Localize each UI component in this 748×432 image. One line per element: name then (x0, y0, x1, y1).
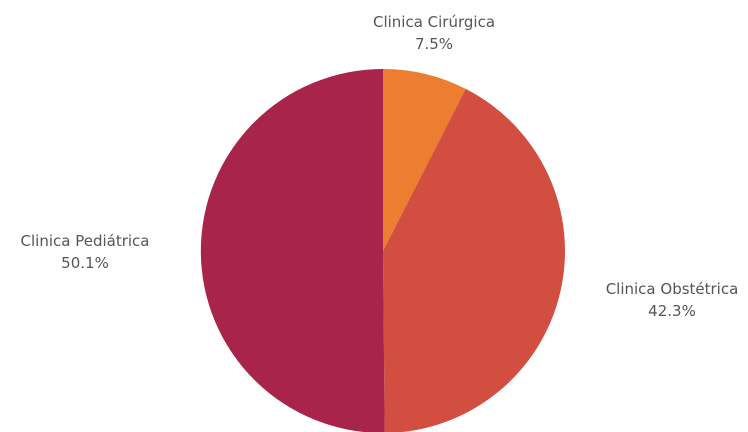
slice-label-obstetrica: Clinica Obstétrica 42.3% (606, 278, 739, 322)
pie-slice-pediatrica (200, 69, 385, 432)
pie-slice-obstetrica (383, 88, 565, 432)
slice-value: 7.5% (414, 35, 454, 53)
slice-name: Clinica Cirúrgica (372, 13, 496, 31)
slice-name: Clinica Pediátrica (20, 232, 150, 250)
slice-label-cirurgica: Clinica Cirúrgica 7.5% (373, 11, 495, 55)
slice-value: 42.3% (648, 302, 696, 320)
pie-slice-cirurgica (383, 69, 466, 251)
slice-value: 50.1% (61, 254, 109, 272)
slice-label-pediatrica: Clinica Pediátrica 50.1% (21, 230, 150, 274)
slice-name: Clinica Obstétrica (605, 280, 739, 298)
